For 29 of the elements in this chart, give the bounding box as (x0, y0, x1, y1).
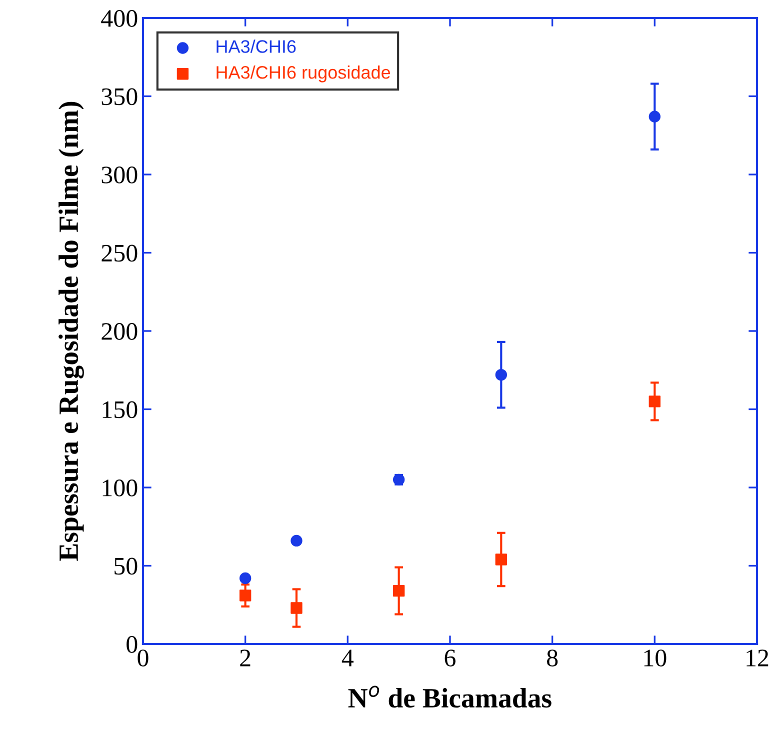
y-tick-label: 250 (102, 244, 138, 262)
point (495, 368, 508, 381)
legend-label: HA3/CHI6 rugosidade (216, 66, 390, 82)
y-tick-label: 350 (102, 88, 138, 106)
x-tick-label: 10 (644, 650, 666, 666)
point (648, 110, 661, 122)
point (290, 534, 302, 547)
point (392, 584, 405, 597)
point (290, 602, 302, 614)
y-tick-label: 150 (102, 401, 138, 418)
x-tick-label: 6 (444, 650, 456, 666)
y-tick-label: 50 (114, 558, 138, 575)
y-axis-title: Espessura e Rugosidade do Filme (nm) (58, 102, 84, 561)
y-tick-label: 400 (101, 10, 138, 27)
x-axis-title: N$^{o}$ de Bicamadas (348, 686, 552, 708)
legend-label: HA3/CHI6 (216, 40, 296, 53)
y-tick-label: 0 (126, 636, 138, 653)
x-tick-label: 2 (240, 650, 250, 666)
x-tick-label: 12 (746, 650, 768, 666)
y-tick-label: 100 (102, 480, 138, 496)
point (239, 572, 252, 584)
x-tick-label: 0 (138, 650, 148, 666)
y-tick-label: 300 (102, 166, 138, 184)
point (239, 590, 252, 602)
y-tick-label: 200 (102, 323, 138, 340)
x-tick-label: 8 (547, 650, 558, 666)
point (648, 396, 661, 408)
point (495, 554, 508, 566)
x-tick-label: 4 (342, 650, 354, 666)
